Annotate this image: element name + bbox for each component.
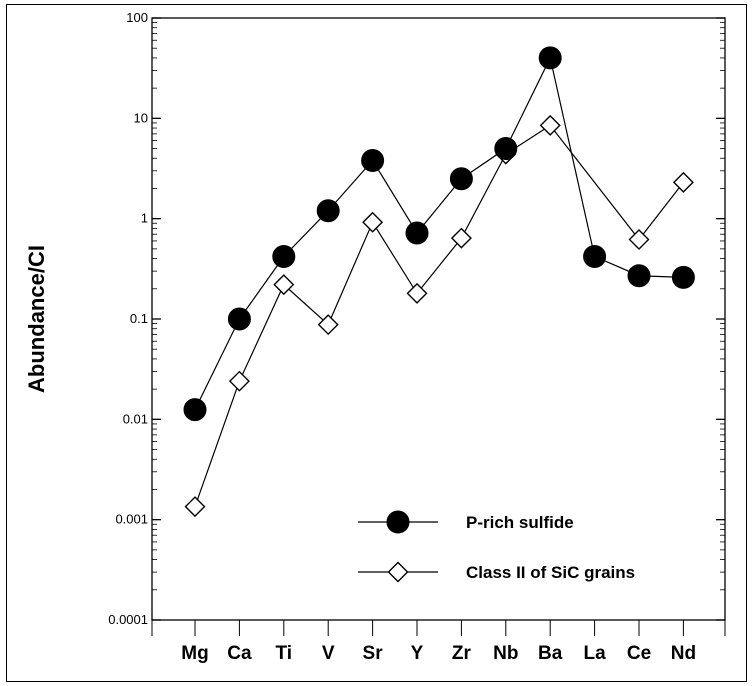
x-category-label: V — [322, 643, 335, 664]
series-p-rich-sulfide — [183, 46, 695, 422]
data-point — [317, 314, 339, 336]
data-point — [627, 264, 651, 288]
data-point — [316, 199, 340, 223]
y-tick-label: 0.1 — [130, 311, 148, 326]
data-point — [449, 167, 473, 191]
data-point — [405, 221, 429, 245]
data-point — [362, 211, 384, 233]
x-category-label: Nb — [493, 643, 518, 664]
data-point — [228, 370, 250, 392]
y-axis: 0.0001 0.001 0.01 0.1 1 10 100 — [108, 10, 725, 627]
y-tick-label: 0.0001 — [108, 612, 148, 627]
x-category-label: Zr — [452, 643, 472, 664]
y-tick-label: 100 — [126, 10, 148, 25]
series-class-ii-of-sic-grains — [184, 114, 694, 518]
y-axis-title: Abundance/CI — [24, 245, 49, 393]
data-point — [671, 265, 695, 289]
x-category-label: Nd — [671, 643, 696, 664]
x-category-label: Ca — [227, 643, 252, 664]
data-point — [583, 244, 607, 268]
x-category-label: Ce — [627, 643, 651, 664]
data-point — [272, 244, 296, 268]
legend-diamond-icon — [387, 561, 409, 583]
legend-circle-icon — [386, 510, 410, 534]
x-category-label: Y — [411, 643, 424, 664]
data-point — [361, 148, 385, 172]
y-tick-label: 0.01 — [123, 411, 148, 426]
series-line — [194, 56, 684, 410]
data-point — [184, 496, 206, 518]
x-category-label: Ba — [538, 643, 563, 664]
legend-label: P-rich sulfide — [466, 513, 574, 532]
series-layer — [183, 46, 695, 518]
y-tick-label: 0.001 — [115, 512, 148, 527]
data-point — [539, 114, 561, 136]
data-point — [538, 46, 562, 70]
legend: P-rich sulfide Class II of SiC grains — [358, 510, 635, 583]
y-tick-label: 10 — [134, 110, 148, 125]
series-line — [194, 124, 684, 507]
x-category-label: Mg — [181, 643, 208, 664]
x-category-label: Ti — [276, 643, 293, 664]
data-point — [406, 282, 428, 304]
y-tick-label: 1 — [141, 211, 148, 226]
data-point — [450, 227, 472, 249]
data-point — [227, 307, 251, 331]
figure-frame — [6, 4, 747, 682]
data-point — [628, 229, 650, 250]
data-point — [273, 274, 295, 296]
x-category-label: Sr — [363, 643, 384, 664]
data-point — [494, 137, 518, 161]
legend-label: Class II of SiC grains — [466, 563, 635, 582]
data-point — [672, 171, 694, 193]
x-axis: Mg Ca Ti V Sr Y Zr Nb Ba La Ce Nd — [151, 620, 726, 664]
x-category-label: La — [584, 643, 607, 664]
data-point — [183, 398, 207, 422]
